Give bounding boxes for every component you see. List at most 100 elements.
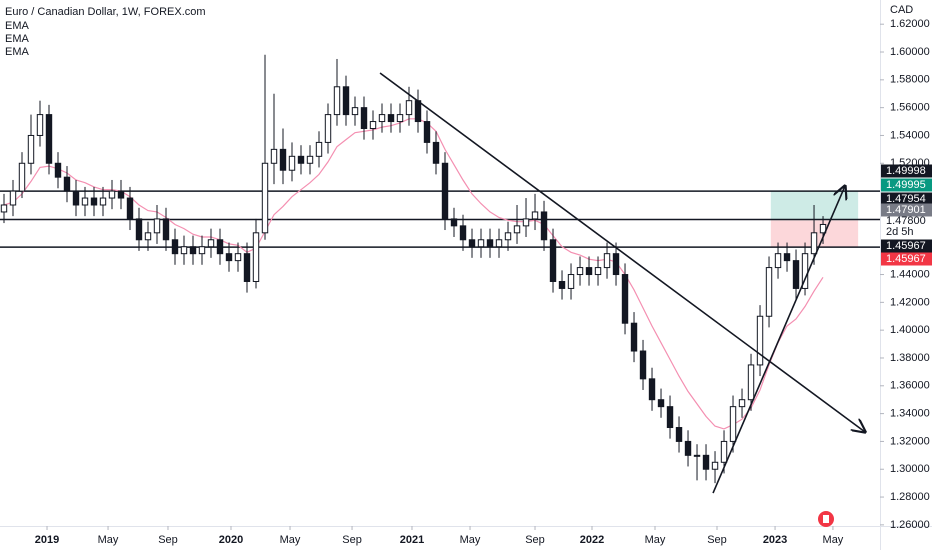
candle-body xyxy=(495,239,503,248)
price-label: 1.45967 xyxy=(886,240,926,252)
flag-icon xyxy=(818,511,834,527)
candle-body xyxy=(738,399,746,408)
x-tick-label: Sep xyxy=(342,534,362,546)
currency-label: CAD xyxy=(890,4,913,16)
candle-body xyxy=(369,121,377,130)
trendline xyxy=(712,186,845,494)
candle-body xyxy=(666,406,674,429)
candle-body xyxy=(216,239,224,255)
candle-body xyxy=(693,454,701,457)
candle-body xyxy=(270,148,278,164)
candle-body xyxy=(612,253,620,276)
candle-body xyxy=(792,260,800,289)
candle-body xyxy=(288,155,296,171)
candle-body xyxy=(207,239,215,248)
price-label-bg xyxy=(881,178,932,192)
candle-body xyxy=(45,114,53,164)
y-tick-label: 1.38000 xyxy=(890,352,930,364)
candle-body xyxy=(468,239,476,248)
candle-body xyxy=(189,246,197,255)
candle-body xyxy=(594,267,602,276)
x-tick-label: Sep xyxy=(158,534,178,546)
candle-body xyxy=(315,141,323,157)
candle-body xyxy=(648,378,656,401)
candle-body xyxy=(153,218,161,234)
candle-body xyxy=(171,239,179,255)
y-tick-label: 1.36000 xyxy=(890,380,930,392)
plot-area xyxy=(0,54,880,494)
candle-body xyxy=(378,114,386,123)
candle-body xyxy=(720,440,728,463)
price-label: 1.47901 xyxy=(886,204,926,216)
candle-body xyxy=(126,197,134,220)
price-label: 1.47800 xyxy=(886,215,926,227)
x-tick-label: 2020 xyxy=(219,534,243,546)
candle-body xyxy=(63,176,71,192)
price-label-bg xyxy=(881,203,932,217)
y-tick-label: 1.42000 xyxy=(890,296,930,308)
y-tick-label: 1.44000 xyxy=(890,268,930,280)
price-label: 1.49995 xyxy=(886,179,926,191)
candle-body xyxy=(747,364,755,401)
candle-body xyxy=(234,253,242,262)
candle-body xyxy=(0,204,8,213)
candle-body xyxy=(450,218,458,227)
candle-body xyxy=(9,190,17,206)
x-tick-label: 2019 xyxy=(35,534,59,546)
candle-body xyxy=(387,114,395,123)
y-tick-label: 1.60000 xyxy=(890,46,930,58)
indicator-legend: EMA xyxy=(5,46,30,58)
candle-body xyxy=(297,155,305,164)
candle-body xyxy=(486,239,494,248)
candle-body xyxy=(81,197,89,206)
candle-body xyxy=(603,253,611,269)
candle-body xyxy=(351,107,359,116)
candle-body xyxy=(567,274,575,289)
candle-body xyxy=(810,232,818,255)
candle-body xyxy=(108,190,116,199)
price-label-bg xyxy=(881,239,932,253)
candle-body xyxy=(774,253,782,269)
y-tick-label: 1.54000 xyxy=(890,129,930,141)
candle-body xyxy=(657,399,665,408)
candle-body xyxy=(252,232,260,282)
x-tick-label: 2021 xyxy=(400,534,424,546)
candle-body xyxy=(333,86,341,116)
candle-body xyxy=(432,141,440,164)
candle-body xyxy=(54,162,62,178)
candle-body xyxy=(90,197,98,206)
candle-body xyxy=(585,267,593,276)
y-tick-label: 1.62000 xyxy=(890,18,930,30)
candle-body xyxy=(675,427,683,442)
price-label-bg xyxy=(881,192,932,206)
x-tick-label: May xyxy=(98,534,119,546)
x-tick-label: 2023 xyxy=(763,534,787,546)
candle-body xyxy=(135,218,143,241)
price-label: 1.45967 xyxy=(886,253,926,265)
candle-body xyxy=(576,267,584,276)
candle-body xyxy=(225,253,233,262)
price-label: 1.47954 xyxy=(886,193,926,205)
x-tick-label: 2022 xyxy=(580,534,604,546)
x-tick-label: Sep xyxy=(707,534,727,546)
y-tick-label: 1.28000 xyxy=(890,491,930,503)
candle-body xyxy=(18,162,26,192)
price-label-bg xyxy=(881,252,932,266)
candle-body xyxy=(360,107,368,130)
candle-body xyxy=(459,225,467,241)
price-label-bg xyxy=(881,164,932,178)
candle-body xyxy=(396,114,404,123)
indicator-legend: EMA xyxy=(5,20,30,32)
candle-body xyxy=(702,454,710,470)
x-tick-label: May xyxy=(645,534,666,546)
candle-body xyxy=(162,218,170,241)
y-tick-label: 1.34000 xyxy=(890,408,930,420)
candle-body xyxy=(441,162,449,220)
candle-body xyxy=(243,253,251,282)
candle-body xyxy=(198,246,206,255)
x-tick-label: May xyxy=(460,534,481,546)
candle-body xyxy=(279,148,287,171)
candle-body xyxy=(558,280,566,289)
price-label: 1.49998 xyxy=(886,165,926,177)
candle-body xyxy=(549,239,557,282)
